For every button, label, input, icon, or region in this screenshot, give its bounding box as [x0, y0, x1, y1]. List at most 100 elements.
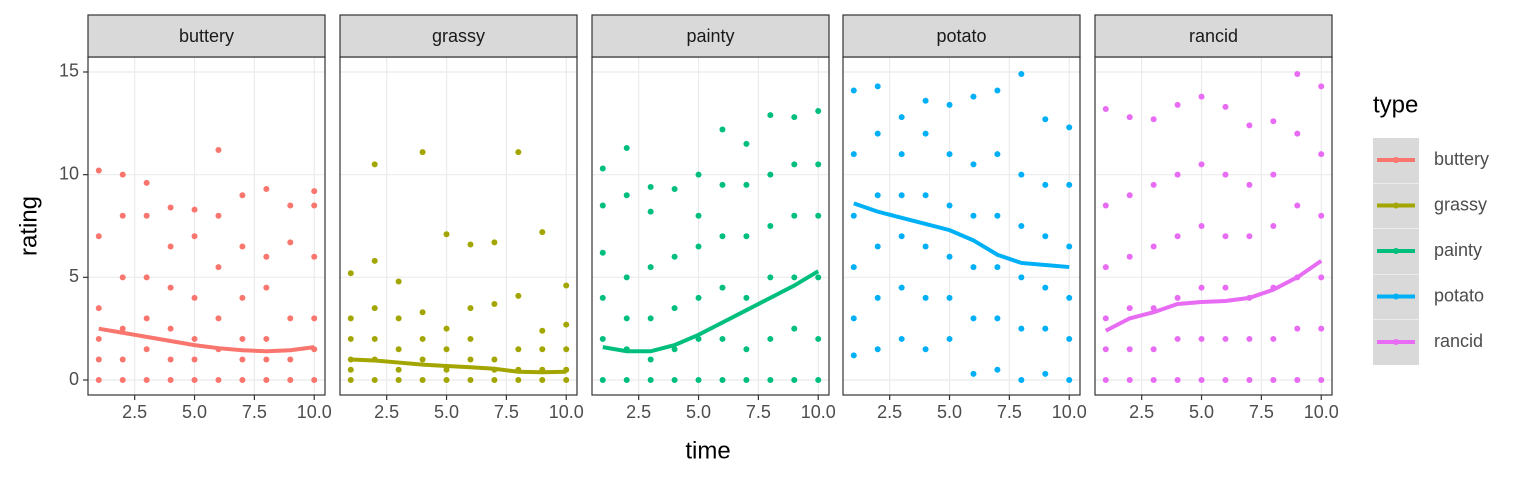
point — [443, 231, 450, 238]
point — [1222, 233, 1229, 240]
point — [850, 87, 857, 94]
point — [143, 377, 150, 384]
point — [719, 377, 726, 384]
point — [743, 377, 750, 384]
point — [1318, 325, 1325, 332]
point — [443, 377, 450, 384]
point — [1270, 377, 1277, 384]
point — [1174, 233, 1181, 240]
point — [1150, 377, 1157, 384]
point — [167, 243, 174, 250]
point — [1198, 377, 1205, 384]
point — [1066, 377, 1073, 384]
point — [419, 356, 426, 363]
point — [1174, 294, 1181, 301]
point — [347, 270, 354, 277]
point — [1318, 83, 1325, 90]
point — [1222, 335, 1229, 342]
point — [119, 377, 126, 384]
point — [970, 93, 977, 100]
point — [1042, 116, 1049, 123]
point — [143, 179, 150, 186]
point — [1126, 377, 1133, 384]
point — [467, 241, 474, 248]
point — [239, 243, 246, 250]
legend-label: potato — [1434, 285, 1484, 305]
point — [1294, 202, 1301, 209]
point — [767, 377, 774, 384]
point — [419, 377, 426, 384]
point — [1222, 103, 1229, 110]
point — [791, 161, 798, 168]
point — [647, 356, 654, 363]
point — [1018, 325, 1025, 332]
point — [311, 253, 318, 260]
point — [695, 212, 702, 219]
point — [395, 315, 402, 322]
point — [95, 305, 102, 312]
point — [467, 377, 474, 384]
point — [119, 171, 126, 178]
point — [191, 335, 198, 342]
point — [563, 346, 570, 353]
point — [371, 161, 378, 168]
x-tick-label: 10.0 — [1304, 402, 1339, 422]
point — [419, 335, 426, 342]
point — [695, 243, 702, 250]
x-tick-label: 2.5 — [122, 402, 147, 422]
legend-swatch-point — [1393, 157, 1399, 163]
y-tick-label: 15 — [59, 61, 79, 81]
point — [371, 335, 378, 342]
point — [623, 144, 630, 151]
point — [395, 278, 402, 285]
point — [1246, 181, 1253, 188]
point — [898, 151, 905, 158]
point — [647, 208, 654, 215]
point — [215, 377, 222, 384]
point — [263, 377, 270, 384]
point — [1294, 130, 1301, 137]
point — [1102, 105, 1109, 112]
point — [263, 186, 270, 193]
point — [671, 377, 678, 384]
point — [743, 181, 750, 188]
point — [1018, 377, 1025, 384]
point — [994, 264, 1001, 271]
point — [767, 335, 774, 342]
panel — [843, 57, 1080, 395]
point — [167, 204, 174, 211]
point — [1066, 335, 1073, 342]
point — [1150, 116, 1157, 123]
point — [1270, 171, 1277, 178]
point — [815, 108, 822, 115]
point — [1126, 253, 1133, 260]
point — [1270, 223, 1277, 229]
point — [1318, 151, 1325, 158]
point — [994, 315, 1001, 322]
point — [191, 206, 198, 213]
point — [263, 356, 270, 363]
point — [970, 370, 977, 377]
point — [119, 356, 126, 363]
point — [347, 366, 354, 373]
point — [767, 223, 774, 229]
point — [791, 212, 798, 219]
point — [946, 253, 953, 260]
point — [874, 83, 881, 90]
legend-swatch-point — [1393, 202, 1399, 209]
x-tick-label: 10.0 — [1052, 402, 1087, 422]
point — [1018, 274, 1025, 281]
point — [1174, 171, 1181, 178]
point — [815, 212, 822, 219]
point — [167, 377, 174, 384]
point — [467, 335, 474, 342]
point — [491, 356, 498, 363]
panel — [592, 57, 829, 395]
y-tick-label: 5 — [69, 266, 79, 286]
point — [791, 325, 798, 332]
strip-label: buttery — [179, 26, 234, 46]
legend-label: buttery — [1434, 149, 1489, 169]
point — [1294, 377, 1301, 384]
point — [1246, 335, 1253, 342]
point — [719, 335, 726, 342]
